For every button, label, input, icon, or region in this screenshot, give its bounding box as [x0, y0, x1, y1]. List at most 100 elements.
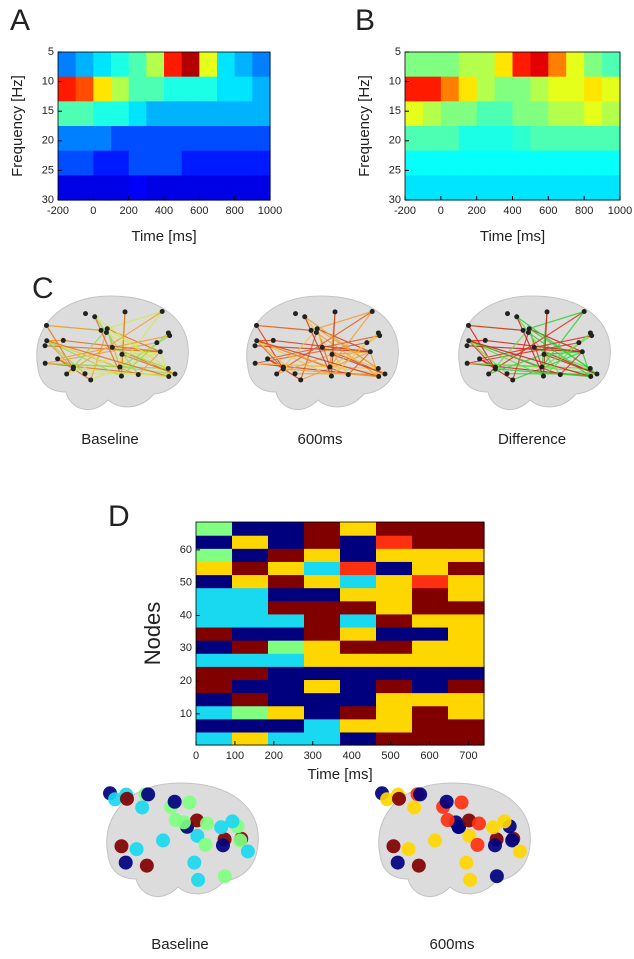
x-tick-label: 400 [503, 205, 521, 217]
heat-cell [448, 705, 485, 720]
network-edge [112, 346, 169, 370]
heat-cell [268, 653, 305, 667]
network-edge [541, 335, 592, 368]
heat-cell [232, 640, 269, 654]
heat-cell [196, 587, 233, 602]
heat-cell [232, 548, 269, 562]
network-edge [467, 325, 496, 370]
community-node [119, 791, 134, 806]
network-node [109, 344, 115, 350]
heat-cell [440, 126, 460, 152]
network-node [313, 330, 319, 336]
heat-cell [440, 175, 460, 201]
heat-cell [181, 101, 200, 127]
heat-cell [232, 535, 269, 549]
heat-cell [584, 175, 603, 201]
heat-cell [376, 587, 413, 602]
heat-cell [268, 692, 305, 707]
network-node [254, 338, 260, 344]
heat-cell [111, 101, 130, 127]
network-edge [322, 346, 379, 370]
community-node [198, 837, 213, 852]
heat-cell [448, 718, 485, 733]
y-tick-label: 25 [389, 164, 401, 176]
network-edge [522, 310, 585, 331]
network-edge [495, 368, 591, 378]
heat-cell [304, 626, 341, 641]
community-node [215, 838, 230, 853]
network-edge [479, 346, 535, 360]
heat-cell [181, 150, 200, 176]
x-tick-label: 200 [119, 205, 137, 217]
heat-cell [566, 101, 585, 127]
heat-cell [93, 101, 112, 127]
network-edge [322, 335, 380, 348]
network-edge [255, 362, 330, 368]
heat-cell [93, 52, 112, 78]
heat-cell [268, 718, 305, 733]
heat-cell [75, 126, 94, 152]
heat-cell [422, 175, 442, 201]
network-node [265, 356, 271, 362]
community-node [401, 842, 416, 857]
heat-cell [412, 679, 449, 694]
heat-cell [512, 175, 532, 201]
network-edge [467, 362, 542, 368]
caption: Baseline [151, 936, 209, 953]
heat-cell [196, 666, 233, 681]
heat-cell [75, 76, 94, 102]
heat-cell [217, 101, 236, 127]
heat-cell [548, 52, 567, 78]
community-node [497, 814, 512, 829]
brain-outline [36, 295, 189, 410]
network-node [42, 343, 48, 349]
heat-cell [340, 666, 377, 681]
network-node [292, 371, 298, 377]
network-node [466, 322, 472, 328]
community-node [459, 855, 474, 870]
heat-cell [412, 522, 449, 536]
heat-cell [93, 76, 112, 102]
y-tick-label: 5 [48, 46, 54, 58]
heat-cell [268, 705, 305, 720]
network-edge [304, 316, 332, 377]
heat-cell [412, 613, 449, 628]
network-edge [516, 316, 544, 377]
heat-cell [234, 101, 253, 127]
community-node [428, 833, 443, 848]
network-node [135, 372, 141, 378]
network-edge [255, 325, 284, 370]
heat-cell [304, 653, 341, 667]
y-tick-label: 10 [42, 76, 54, 88]
network-node [98, 327, 104, 333]
heat-cell [405, 76, 424, 102]
heat-cell [58, 175, 77, 201]
network-node [280, 366, 286, 372]
heat-cell [75, 150, 94, 176]
y-tick-label: 15 [42, 105, 54, 117]
community-node [139, 858, 154, 873]
x-tick-label: 1000 [258, 205, 282, 217]
x-tick-label: 0 [90, 205, 96, 217]
heat-cell [268, 548, 305, 562]
heat-cell [584, 52, 603, 78]
network-edge [468, 340, 508, 375]
heat-cell [405, 175, 424, 201]
x-axis-label: Time [ms] [480, 228, 545, 245]
network-edge [256, 340, 296, 375]
x-tick-label: 800 [575, 205, 593, 217]
y-tick-label: 15 [389, 105, 401, 117]
heat-cell [217, 150, 236, 176]
network-edge [112, 335, 170, 348]
heat-cell [196, 640, 233, 654]
heat-cell [448, 626, 485, 641]
heat-cell [530, 150, 549, 176]
community-node [391, 791, 406, 806]
network-edge [347, 351, 371, 376]
network-edge [72, 328, 108, 368]
heat-cell [448, 653, 485, 667]
heat-cell [181, 175, 200, 201]
caption: Difference [498, 431, 566, 448]
heat-cell [584, 126, 603, 152]
heat-cell [252, 175, 271, 201]
